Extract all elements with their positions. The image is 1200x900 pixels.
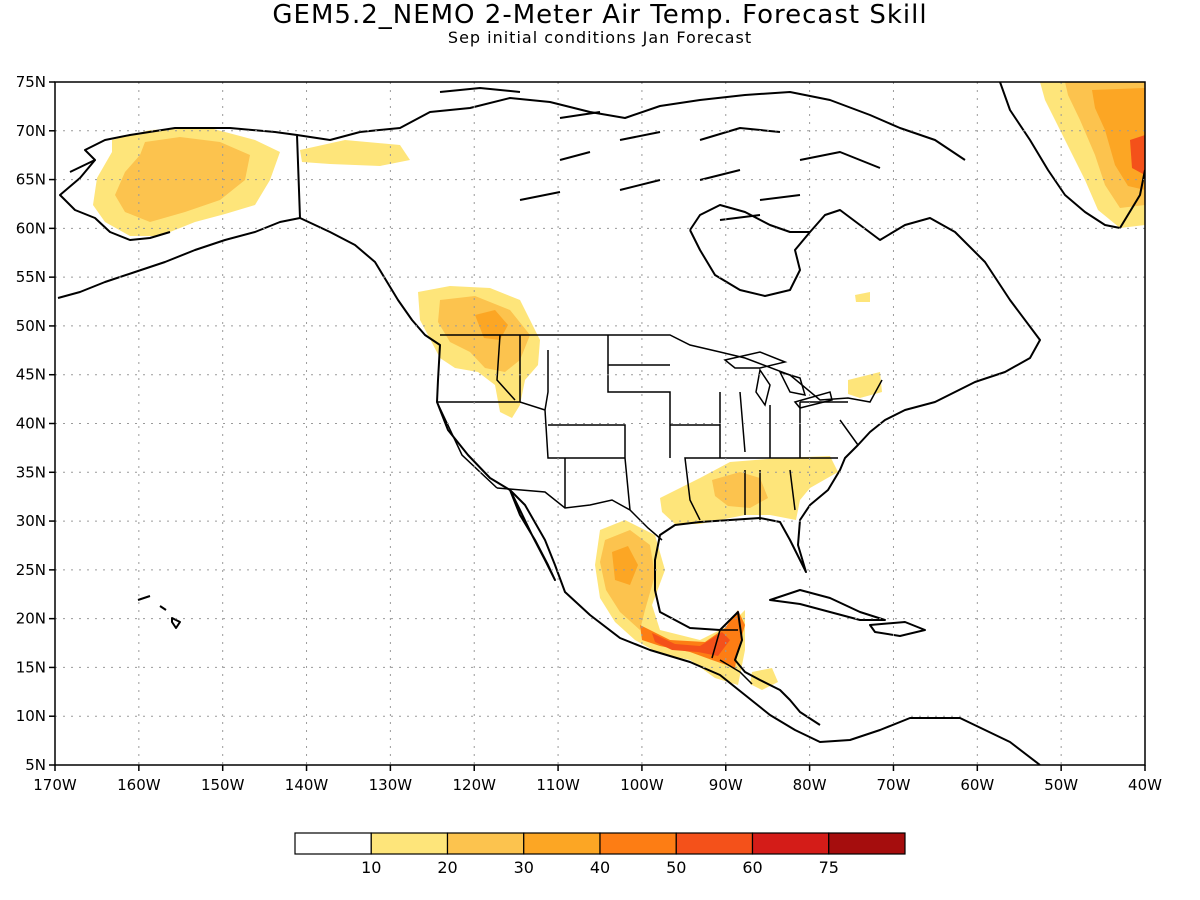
colorbar-swatch [599, 832, 677, 855]
lon-label: 100W [620, 776, 664, 794]
lon-label: 150W [201, 776, 245, 794]
border-us-mexico [496, 487, 663, 541]
lake-huron [778, 370, 807, 396]
lat-label: 10N [16, 707, 46, 725]
colorbar-swatch [294, 832, 372, 855]
coastline-hispaniola [869, 621, 926, 637]
coastline-hawaii [137, 595, 181, 629]
lon-label: 90W [709, 776, 743, 794]
shading-greenland-peak [1130, 135, 1145, 175]
coastlines [57, 82, 1145, 765]
border-central-america [711, 629, 753, 685]
border-us-states [436, 334, 859, 521]
coastline-alaska [69, 127, 1041, 765]
lat-label: 20N [16, 610, 46, 628]
shading-hudson-spot [855, 292, 870, 302]
lat-label: 40N [16, 415, 46, 433]
lon-label: 140W [285, 776, 329, 794]
colorbar-label: 10 [361, 858, 381, 877]
lat-label: 30N [16, 512, 46, 530]
shading-yukon [300, 140, 410, 166]
colorbar-label: 50 [666, 858, 686, 877]
lat-label: 45N [16, 366, 46, 384]
shading-alaska-core [115, 137, 250, 222]
coastline-canada-islands [439, 87, 881, 221]
lat-label: 25N [16, 561, 46, 579]
lon-label: 170W [33, 776, 77, 794]
coastline-hudson-bay [654, 209, 1041, 726]
coastline-arctic [296, 91, 966, 161]
lon-label: 50W [1044, 776, 1078, 794]
lat-label: 50N [16, 317, 46, 335]
colorbar-swatch [523, 832, 601, 855]
lake-michigan [755, 368, 771, 407]
coastline-baja [509, 489, 556, 581]
lat-label: 70N [16, 122, 46, 140]
shading-southern-mexico-peak [652, 632, 730, 656]
shading-pacific-nw-peak [475, 310, 508, 340]
colorbar-swatch [751, 832, 830, 855]
lat-label: 5N [25, 756, 46, 774]
coastline-alaska-south [57, 217, 301, 299]
lat-label: 35N [16, 463, 46, 481]
lat-label: 75N [16, 73, 46, 91]
map-title: GEM5.2_NEMO 2-Meter Air Temp. Forecast S… [272, 0, 928, 30]
colorbar-swatch [370, 832, 449, 855]
colorbar-swatch [446, 832, 525, 855]
lon-label: 130W [369, 776, 413, 794]
map-content [57, 82, 1145, 765]
lat-label: 55N [16, 268, 46, 286]
coastline-alaska-west [59, 159, 171, 241]
lat-label: 60N [16, 219, 46, 237]
lake-superior [723, 351, 788, 369]
colorbar-swatch [828, 832, 906, 855]
coastline-cuba [769, 589, 886, 621]
lon-label: 120W [452, 776, 496, 794]
lake-erie [793, 391, 833, 409]
lon-label: 70W [877, 776, 911, 794]
colorbar-label: 30 [514, 858, 534, 877]
lon-label: 80W [793, 776, 827, 794]
coastline-greenland [999, 82, 1145, 229]
colorbar-label: 60 [742, 858, 762, 877]
shading-mexico-peak [612, 546, 638, 585]
coastline-hudson-inner [689, 204, 810, 233]
lon-label: 110W [536, 776, 580, 794]
colorbar-swatch [675, 832, 754, 855]
colorbar-label: 40 [590, 858, 610, 877]
gridlines [55, 82, 1145, 765]
map-subtitle: Sep initial conditions Jan Forecast [447, 28, 753, 47]
colorbar-label: 75 [819, 858, 839, 877]
colorbar-label: 20 [437, 858, 457, 877]
lon-label: 60W [960, 776, 994, 794]
skill-shading [93, 82, 1145, 690]
lat-label: 65N [16, 171, 46, 189]
lon-label: 160W [117, 776, 161, 794]
map-axes: 75N 70N 65N 60N 55N 50N 45N 40N 35N 30N 25N 20N 15N 1… [16, 73, 1162, 794]
lon-label: 40W [1128, 776, 1162, 794]
great-lakes [723, 351, 833, 409]
lat-label: 15N [16, 658, 46, 676]
shading-new-england [848, 372, 882, 398]
colorbar: 10 20 30 40 50 60 75 [294, 832, 906, 877]
